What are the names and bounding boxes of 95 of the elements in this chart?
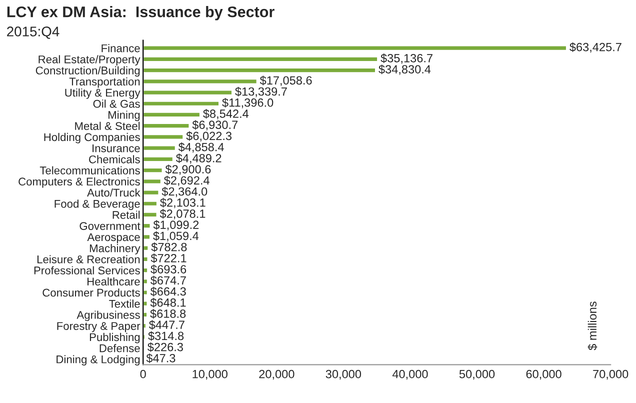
bar — [143, 100, 220, 107]
bar — [143, 67, 376, 74]
y-tick-label: Computers & Electronics — [18, 177, 140, 188]
y-tick-label: Consumer Products — [42, 288, 140, 297]
y-tick-label: Aerospace — [87, 233, 140, 244]
y-tick-label: Food & Beverage — [54, 200, 140, 210]
y-tick-label: Metal & Steel — [75, 122, 140, 130]
y-tick-label: Machinery — [90, 244, 140, 254]
y-tick-label: Real Estate/Property — [38, 55, 140, 66]
data-label: $648.1 — [150, 298, 186, 308]
y-tick-label: Transportation — [69, 77, 140, 88]
bar — [143, 256, 149, 262]
bar — [143, 78, 258, 85]
data-label: $47.3 — [146, 353, 176, 364]
bar — [143, 234, 151, 240]
bar — [143, 189, 160, 196]
y-tick-label: Leisure & Recreation — [37, 255, 140, 264]
data-label: $693.6 — [150, 264, 186, 274]
data-label: $4,858.4 — [178, 142, 224, 153]
y-tick-label: Construction/Building — [36, 66, 140, 77]
bar — [143, 200, 158, 207]
data-label: $6,022.3 — [186, 131, 232, 142]
data-label: $2,900.6 — [165, 164, 211, 175]
bar — [143, 322, 147, 330]
data-label: $674.7 — [150, 276, 186, 286]
data-label: $226.3 — [148, 342, 183, 352]
data-label: $2,103.1 — [160, 198, 206, 208]
bar — [143, 212, 158, 218]
bar — [143, 89, 233, 96]
y-tick-label: Holding Companies — [44, 132, 140, 144]
y-tick-label: Oil & Gas — [93, 100, 140, 108]
y-tick-label: Chemicals — [89, 155, 140, 164]
bar — [143, 167, 164, 174]
data-label: $782.8 — [151, 242, 187, 252]
y-tick-label: Professional Services — [34, 266, 140, 274]
data-label: $447.7 — [148, 320, 184, 330]
data-label: $2,078.1 — [160, 209, 206, 220]
y-tick-label: Textile — [109, 300, 140, 308]
bar — [143, 312, 148, 318]
x-tick-label: 40,000 — [392, 370, 428, 380]
bar — [143, 122, 190, 130]
bar — [143, 156, 174, 162]
bar — [143, 112, 201, 118]
x-tick-label: 50,000 — [459, 370, 495, 380]
bar — [143, 178, 162, 185]
data-label: $35,136.7 — [380, 54, 432, 64]
bar — [143, 300, 148, 307]
y-tick-label: Retail — [112, 210, 140, 219]
bar — [143, 244, 150, 252]
data-label: $17,058.6 — [260, 76, 312, 86]
data-label: $1,059.4 — [153, 231, 199, 242]
bar — [143, 134, 184, 140]
x-tick-label: 70,000 — [593, 370, 628, 380]
chart-subtitle: 2015:Q4 — [7, 26, 60, 39]
y-tick-label: Forestry & Paper — [57, 322, 140, 332]
y-tick-label: Agribusiness — [76, 310, 140, 322]
data-label: $314.8 — [148, 331, 184, 341]
y-tick-label: Publishing — [90, 332, 140, 344]
x-tick-label: 60,000 — [526, 370, 562, 380]
data-label: $664.3 — [150, 286, 186, 296]
y-tick-label: Auto/Truck — [87, 188, 140, 197]
y-tick-label: Defense — [100, 344, 140, 352]
data-label: $6,930.7 — [192, 120, 238, 130]
y-tick-label: Utility & Energy — [65, 88, 140, 99]
data-label: $722.1 — [150, 253, 186, 264]
chart-title: LCY ex DM Asia: Issuance by Sector — [7, 6, 274, 20]
y-tick-label: Telecommunications — [40, 166, 140, 174]
bar — [143, 222, 152, 230]
y-tick-label: Insurance — [92, 144, 140, 152]
bar — [143, 56, 378, 62]
data-label: $1,099.2 — [153, 220, 199, 230]
data-label: $4,489.2 — [176, 153, 222, 164]
y-tick-label: Government — [80, 222, 140, 230]
data-label: $2,692.4 — [164, 176, 210, 186]
data-label: $618.8 — [150, 309, 186, 319]
data-label: $34,830.4 — [378, 64, 431, 75]
y-tick-label: Dining & Lodging — [56, 355, 140, 366]
x-tick-label: 0 — [140, 370, 146, 378]
x-tick-label: 10,000 — [192, 370, 228, 380]
data-label: $11,396.0 — [222, 98, 274, 108]
y-tick-label: Finance — [102, 44, 140, 52]
x-tick-label: 20,000 — [259, 370, 294, 380]
bar — [143, 278, 148, 285]
x-tick-label: 30,000 — [326, 370, 362, 380]
bar — [143, 334, 146, 340]
data-label: $8,542.4 — [203, 109, 249, 120]
bar — [143, 44, 568, 52]
bar — [143, 144, 176, 152]
data-label: $63,425.7 — [570, 42, 622, 53]
y-tick-label: Mining — [108, 110, 140, 122]
y-axis-title: $ millions — [588, 302, 598, 350]
data-label: $13,339.7 — [235, 86, 287, 98]
bar — [143, 267, 148, 274]
y-tick-label: Healthcare — [88, 277, 140, 286]
data-label: $2,364.0 — [162, 186, 208, 198]
